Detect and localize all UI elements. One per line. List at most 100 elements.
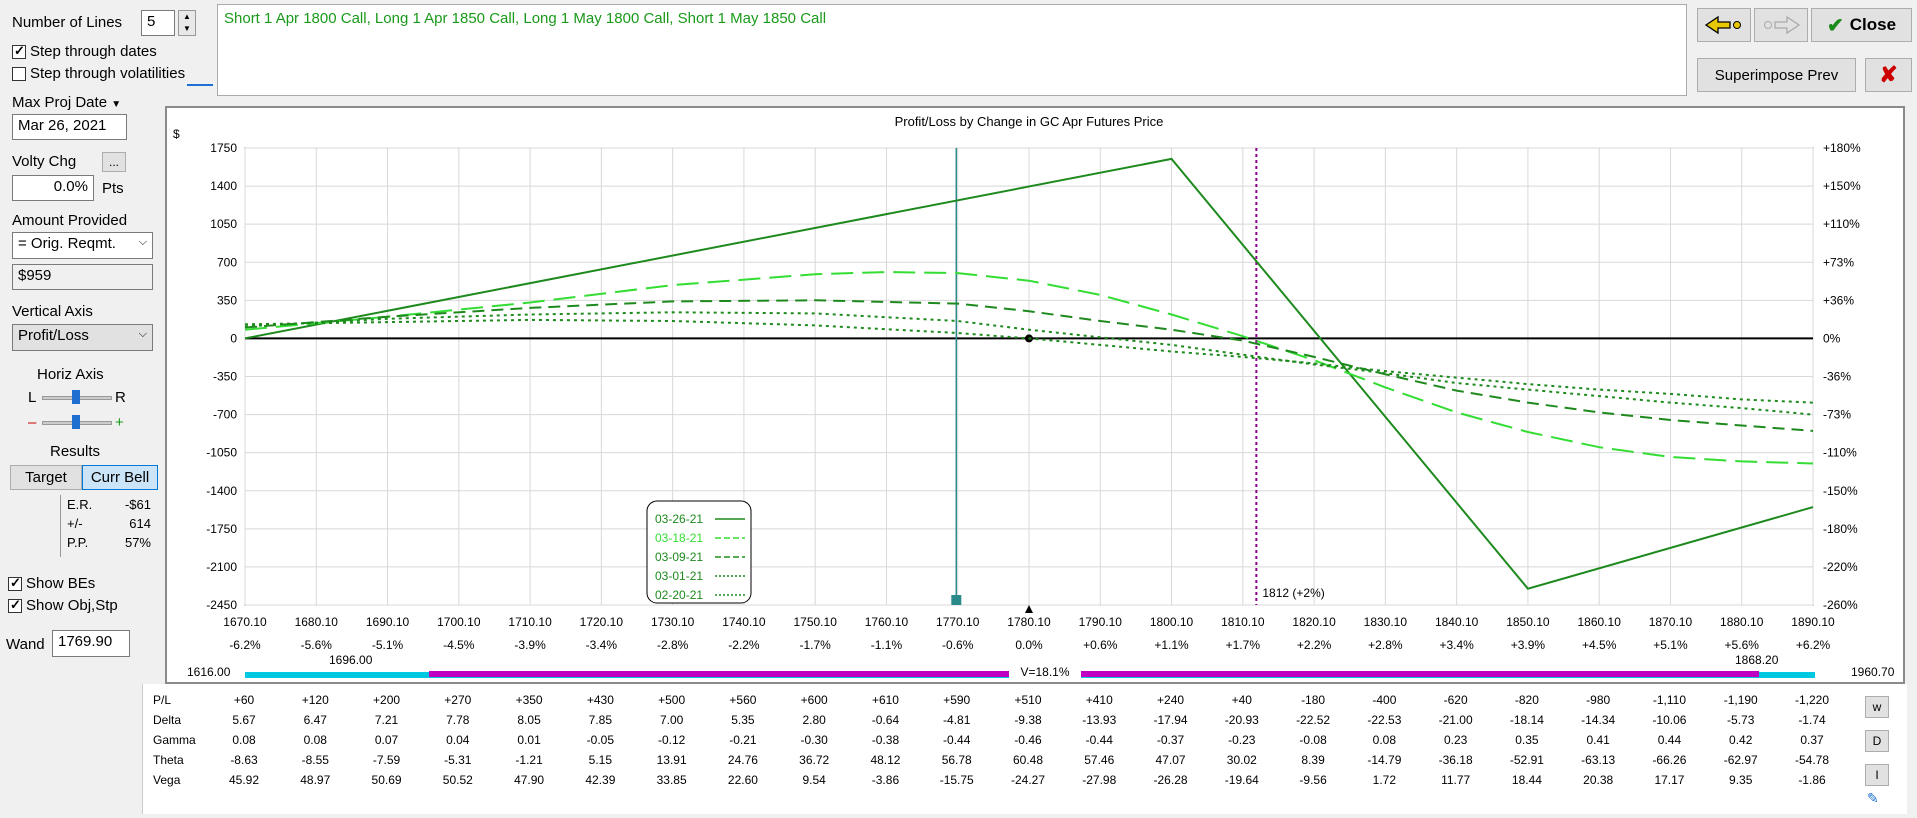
volty-chg-button[interactable]: ... <box>102 152 126 172</box>
x-tick-label: 1730.10 <box>651 615 695 629</box>
strategy-description[interactable]: Short 1 Apr 1800 Call, Long 1 Apr 1850 C… <box>217 4 1687 96</box>
wand-handle <box>951 595 962 605</box>
er-value: -$61 <box>124 497 151 512</box>
side-button-D[interactable]: D <box>1865 730 1889 752</box>
greek-cell: 22.60 <box>728 773 758 787</box>
chart-panel[interactable]: Profit/Loss by Change in GC Apr Futures … <box>165 106 1905 684</box>
side-button-I[interactable]: I <box>1865 764 1889 786</box>
legend-label: 03-09-21 <box>655 550 703 564</box>
greek-cell: -19.64 <box>1225 773 1259 787</box>
slider-thumb-icon[interactable] <box>72 390 80 404</box>
vertical-axis-select[interactable]: Profit/Loss ⌵ <box>12 324 153 351</box>
x-tick-label: 1860.10 <box>1577 615 1621 629</box>
pl-chart[interactable]: Profit/Loss by Change in GC Apr Futures … <box>167 108 1903 682</box>
greek-cell: 5.15 <box>589 753 613 767</box>
show-bes-checkbox[interactable]: Show BEs <box>8 575 95 592</box>
greek-cell: 56.78 <box>942 753 972 767</box>
x-tick-label: 1690.10 <box>366 615 410 629</box>
greek-cell: 0.08 <box>232 733 256 747</box>
greek-cell: -1.21 <box>515 753 543 767</box>
spin-down-icon[interactable]: ▼ <box>183 24 191 33</box>
volty-chg-input[interactable]: 0.0% <box>12 175 94 201</box>
max-proj-date-input[interactable]: Mar 26, 2021 <box>12 114 127 140</box>
x-tick-label: 1710.10 <box>508 615 552 629</box>
checkbox-icon[interactable] <box>12 67 26 82</box>
greek-row-label: Gamma <box>153 733 196 747</box>
x-tick-label: 1870.10 <box>1649 615 1693 629</box>
curr-bell-button[interactable]: Curr Bell <box>82 465 158 490</box>
step-vols-checkbox[interactable]: Step through volatilities <box>12 65 185 82</box>
wand-input[interactable]: 1769.90 <box>52 630 130 657</box>
check-icon[interactable] <box>8 575 22 592</box>
x-pct-label: -1.7% <box>800 638 832 652</box>
greek-cell: -15.75 <box>940 773 974 787</box>
y-right-tick-label: +150% <box>1823 179 1861 193</box>
amount-provided-select[interactable]: = Orig. Reqmt. ⌵ <box>12 232 153 259</box>
greek-cell: 20.38 <box>1583 773 1613 787</box>
close-button[interactable]: ✔ Close <box>1811 8 1912 42</box>
y-tick-label: 350 <box>217 293 237 307</box>
num-lines-spinner[interactable]: ▲ ▼ <box>178 10 196 36</box>
greeks-table: P/L +60 +120 +200 +270 +350 +430 +500 +560 +600 +6… <box>142 684 1907 814</box>
y-right-tick-label: +110% <box>1823 217 1860 231</box>
greek-cell: 0.07 <box>375 733 399 747</box>
greek-cell: +500 <box>658 693 685 707</box>
y-right-tick-label: -260% <box>1823 598 1858 612</box>
series-line-03-18-21 <box>244 270 1814 465</box>
amount-provided-label: Amount Provided <box>12 212 128 229</box>
superimpose-button[interactable]: Superimpose Prev <box>1697 58 1856 92</box>
back-arrow-icon <box>1704 15 1741 35</box>
greek-cell: 0.08 <box>1373 733 1397 747</box>
target-button[interactable]: Target <box>10 465 82 490</box>
side-button-w[interactable]: w <box>1865 696 1889 718</box>
greek-cell: -18.14 <box>1510 713 1544 727</box>
x-pct-label: +6.2% <box>1796 638 1831 652</box>
greek-cell: -8.63 <box>230 753 258 767</box>
greek-row-label: Theta <box>153 753 184 767</box>
step-vols-label: Step through volatilities <box>30 65 186 82</box>
step-dates-checkbox[interactable]: Step through dates <box>12 43 157 60</box>
y-tick-label: 700 <box>217 255 237 269</box>
amount-value[interactable]: $959 <box>12 264 153 290</box>
chart-title: Profit/Loss by Change in GC Apr Futures … <box>895 114 1164 129</box>
greek-cell: 8.05 <box>517 713 541 727</box>
x-tick-label: 1840.10 <box>1435 615 1479 629</box>
step-dates-label: Step through dates <box>30 43 157 60</box>
greek-cell: -22.52 <box>1296 713 1330 727</box>
greek-cell: -3.86 <box>872 773 900 787</box>
range-left-label: 1616.00 <box>187 665 231 679</box>
dropdown-arrow-icon[interactable]: ▼ <box>111 99 122 110</box>
num-lines-input[interactable]: 5 <box>141 10 175 36</box>
forward-button[interactable] <box>1754 8 1808 42</box>
greek-cell: +590 <box>943 693 970 707</box>
greek-cell: 30.02 <box>1227 753 1257 767</box>
x-tick-label: 1670.10 <box>223 615 267 629</box>
x-pct-label: -3.9% <box>514 638 546 652</box>
greek-cell: +610 <box>872 693 899 707</box>
edit-icon[interactable]: ✎ <box>1867 790 1879 806</box>
greek-cell: -17.94 <box>1154 713 1188 727</box>
check-icon[interactable] <box>12 43 26 60</box>
x-pct-label: +5.6% <box>1725 638 1760 652</box>
check-icon[interactable] <box>8 597 22 614</box>
greek-cell: -66.26 <box>1652 753 1686 767</box>
horiz-r-label: R <box>115 389 126 406</box>
greek-cell: 11.77 <box>1441 773 1470 787</box>
back-button[interactable] <box>1697 8 1751 42</box>
show-obj-checkbox[interactable]: Show Obj,Stp <box>8 597 118 614</box>
greek-cell: 0.08 <box>304 733 328 747</box>
range-right-label: 1960.70 <box>1851 665 1895 679</box>
y-right-tick-label: +36% <box>1823 293 1854 307</box>
x-pct-label: -5.6% <box>301 638 333 652</box>
greek-cell: 57.46 <box>1084 753 1114 767</box>
slider-thumb-icon[interactable] <box>72 415 80 429</box>
x-pct-label: +3.9% <box>1511 638 1546 652</box>
greek-cell: 9.35 <box>1729 773 1753 787</box>
spin-up-icon[interactable]: ▲ <box>183 12 191 21</box>
x-tick-label: 1850.10 <box>1506 615 1550 629</box>
max-proj-date-label[interactable]: Max Proj Date ▼ <box>12 94 122 111</box>
x-tick-label: 1800.10 <box>1150 615 1194 629</box>
greek-cell: 36.72 <box>799 753 829 767</box>
volty-chg-units: Pts <box>102 180 124 197</box>
delete-button[interactable]: ✘ <box>1865 58 1912 92</box>
